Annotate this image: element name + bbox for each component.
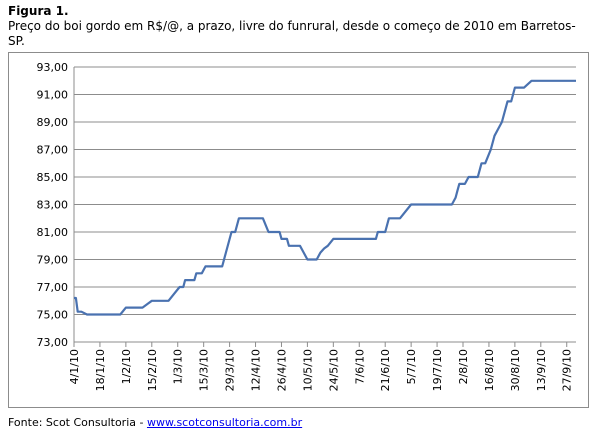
source-footer: Fonte: Scot Consultoria - www.scotconsul… [8, 416, 302, 429]
x-tick-label: 4/1/10 [68, 349, 81, 384]
chart-frame: 73,00 75,00 77,00 79,00 81,00 83,00 85,00 87,00… [8, 52, 589, 408]
x-tick-label: 2/8/10 [457, 349, 470, 384]
source-prefix: Fonte: Scot Consultoria - [8, 416, 147, 429]
x-tick-label: 7/6/10 [353, 349, 366, 384]
x-tick-label: 15/2/10 [146, 349, 159, 391]
x-tick-label: 29/3/10 [224, 349, 237, 391]
y-tick-label: 85,00 [37, 171, 69, 184]
y-tick-label: 83,00 [37, 199, 69, 212]
source-link[interactable]: www.scotconsultoria.com.br [146, 416, 303, 429]
x-tick-label: 12/4/10 [250, 349, 263, 391]
x-tick-label: 5/7/10 [405, 349, 418, 384]
x-tick-label: 13/9/10 [535, 349, 548, 391]
y-tick-label: 81,00 [37, 226, 69, 239]
x-tick-label: 10/5/10 [301, 349, 314, 391]
y-tick-label: 73,00 [37, 336, 69, 349]
x-tick-label: 21/6/10 [379, 349, 392, 391]
x-tick-label: 15/3/10 [198, 349, 211, 391]
y-tick-label: 75,00 [37, 309, 69, 322]
x-tick-label: 27/9/10 [561, 349, 574, 391]
x-tick-label: 30/8/10 [509, 349, 522, 391]
price-series-line [74, 79, 576, 316]
y-tick-label: 91,00 [37, 89, 69, 102]
x-tick-label: 1/2/10 [120, 349, 133, 384]
x-tick-label: 18/1/10 [94, 349, 107, 391]
figure-caption: Preço do boi gordo em R$/@, a prazo, liv… [8, 19, 576, 48]
x-tick-label: 16/8/10 [483, 349, 496, 391]
line-chart: 73,00 75,00 77,00 79,00 81,00 83,00 85,00 87,00… [37, 61, 576, 391]
x-tick-label: 1/3/10 [172, 349, 185, 384]
y-tick-label: 77,00 [37, 281, 69, 294]
y-tick-label: 89,00 [37, 116, 69, 129]
y-tick-label: 79,00 [37, 254, 69, 267]
y-tick-label: 87,00 [37, 144, 69, 157]
x-tick-label: 26/4/10 [275, 349, 288, 391]
y-tick-label: 93,00 [37, 61, 69, 74]
x-tick-label: 24/5/10 [327, 349, 340, 391]
figure-label: Figura 1. [8, 4, 69, 18]
x-tick-label: 19/7/10 [431, 349, 444, 391]
